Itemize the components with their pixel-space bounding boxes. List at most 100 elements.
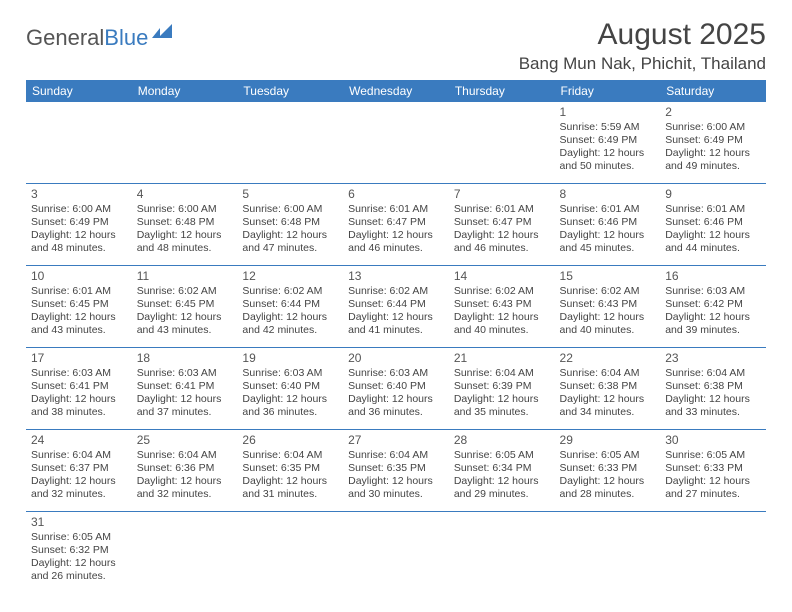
sunrise-text: Sunrise: 6:04 AM — [348, 449, 444, 462]
day-number: 7 — [454, 187, 550, 202]
sunrise-text: Sunrise: 6:00 AM — [137, 203, 233, 216]
sunset-text: Sunset: 6:47 PM — [348, 216, 444, 229]
day-number: 6 — [348, 187, 444, 202]
sunset-text: Sunset: 6:42 PM — [665, 298, 761, 311]
day-header: Friday — [555, 80, 661, 102]
calendar-day: 23Sunrise: 6:04 AMSunset: 6:38 PMDayligh… — [660, 348, 766, 430]
sunset-text: Sunset: 6:45 PM — [31, 298, 127, 311]
calendar-day: 21Sunrise: 6:04 AMSunset: 6:39 PMDayligh… — [449, 348, 555, 430]
brand-logo: GeneralBlue — [26, 24, 178, 52]
sunset-text: Sunset: 6:35 PM — [348, 462, 444, 475]
daylight-text: Daylight: 12 hours and 41 minutes. — [348, 311, 444, 337]
day-number: 20 — [348, 351, 444, 366]
day-number: 30 — [665, 433, 761, 448]
calendar-week: 31Sunrise: 6:05 AMSunset: 6:32 PMDayligh… — [26, 512, 766, 594]
sunrise-text: Sunrise: 6:00 AM — [665, 121, 761, 134]
calendar-empty-day: . — [132, 102, 238, 184]
day-number: 11 — [137, 269, 233, 284]
sunset-text: Sunset: 6:34 PM — [454, 462, 550, 475]
calendar-week: 17Sunrise: 6:03 AMSunset: 6:41 PMDayligh… — [26, 348, 766, 430]
sunset-text: Sunset: 6:44 PM — [348, 298, 444, 311]
calendar-page: GeneralBlue August 2025 Bang Mun Nak, Ph… — [0, 0, 792, 611]
calendar-day: 22Sunrise: 6:04 AMSunset: 6:38 PMDayligh… — [555, 348, 661, 430]
sunrise-text: Sunrise: 6:04 AM — [242, 449, 338, 462]
day-number: 5 — [242, 187, 338, 202]
day-header: Wednesday — [343, 80, 449, 102]
day-number: 23 — [665, 351, 761, 366]
calendar-week: 24Sunrise: 6:04 AMSunset: 6:37 PMDayligh… — [26, 430, 766, 512]
sunrise-text: Sunrise: 6:03 AM — [31, 367, 127, 380]
calendar-day: 29Sunrise: 6:05 AMSunset: 6:33 PMDayligh… — [555, 430, 661, 512]
sunrise-text: Sunrise: 6:04 AM — [560, 367, 656, 380]
daylight-text: Daylight: 12 hours and 48 minutes. — [137, 229, 233, 255]
calendar-day: 12Sunrise: 6:02 AMSunset: 6:44 PMDayligh… — [237, 266, 343, 348]
daylight-text: Daylight: 12 hours and 26 minutes. — [31, 557, 127, 583]
sunset-text: Sunset: 6:48 PM — [242, 216, 338, 229]
day-header: Monday — [132, 80, 238, 102]
day-header: Thursday — [449, 80, 555, 102]
sunrise-text: Sunrise: 6:03 AM — [137, 367, 233, 380]
calendar-day: 13Sunrise: 6:02 AMSunset: 6:44 PMDayligh… — [343, 266, 449, 348]
calendar-day: 7Sunrise: 6:01 AMSunset: 6:47 PMDaylight… — [449, 184, 555, 266]
calendar-day: 15Sunrise: 6:02 AMSunset: 6:43 PMDayligh… — [555, 266, 661, 348]
calendar-day: 14Sunrise: 6:02 AMSunset: 6:43 PMDayligh… — [449, 266, 555, 348]
sunrise-text: Sunrise: 6:02 AM — [348, 285, 444, 298]
sunrise-text: Sunrise: 6:01 AM — [348, 203, 444, 216]
day-number: 26 — [242, 433, 338, 448]
calendar-day: 30Sunrise: 6:05 AMSunset: 6:33 PMDayligh… — [660, 430, 766, 512]
sunset-text: Sunset: 6:46 PM — [560, 216, 656, 229]
header: GeneralBlue August 2025 Bang Mun Nak, Ph… — [26, 18, 766, 80]
sunset-text: Sunset: 6:41 PM — [137, 380, 233, 393]
sunrise-text: Sunrise: 6:05 AM — [665, 449, 761, 462]
day-number: 15 — [560, 269, 656, 284]
sunrise-text: Sunrise: 6:01 AM — [454, 203, 550, 216]
calendar-week: .....1Sunrise: 5:59 AMSunset: 6:49 PMDay… — [26, 102, 766, 184]
day-number: 28 — [454, 433, 550, 448]
daylight-text: Daylight: 12 hours and 30 minutes. — [348, 475, 444, 501]
sunset-text: Sunset: 6:47 PM — [454, 216, 550, 229]
sunset-text: Sunset: 6:46 PM — [665, 216, 761, 229]
daylight-text: Daylight: 12 hours and 40 minutes. — [560, 311, 656, 337]
month-title: August 2025 — [519, 18, 766, 52]
brand-part2: Blue — [104, 25, 148, 51]
calendar-day: 25Sunrise: 6:04 AMSunset: 6:36 PMDayligh… — [132, 430, 238, 512]
calendar-table: SundayMondayTuesdayWednesdayThursdayFrid… — [26, 80, 766, 593]
day-header: Sunday — [26, 80, 132, 102]
sunrise-text: Sunrise: 6:02 AM — [454, 285, 550, 298]
day-number: 8 — [560, 187, 656, 202]
sunrise-text: Sunrise: 6:04 AM — [137, 449, 233, 462]
daylight-text: Daylight: 12 hours and 36 minutes. — [348, 393, 444, 419]
calendar-week: 10Sunrise: 6:01 AMSunset: 6:45 PMDayligh… — [26, 266, 766, 348]
calendar-empty-day: . — [237, 102, 343, 184]
day-number: 31 — [31, 515, 127, 530]
daylight-text: Daylight: 12 hours and 47 minutes. — [242, 229, 338, 255]
sunrise-text: Sunrise: 6:02 AM — [560, 285, 656, 298]
sunset-text: Sunset: 6:49 PM — [560, 134, 656, 147]
sunset-text: Sunset: 6:39 PM — [454, 380, 550, 393]
sunrise-text: Sunrise: 5:59 AM — [560, 121, 656, 134]
daylight-text: Daylight: 12 hours and 34 minutes. — [560, 393, 656, 419]
sunset-text: Sunset: 6:40 PM — [348, 380, 444, 393]
daylight-text: Daylight: 12 hours and 50 minutes. — [560, 147, 656, 173]
sunrise-text: Sunrise: 6:05 AM — [560, 449, 656, 462]
day-number: 19 — [242, 351, 338, 366]
calendar-empty-day: . — [26, 102, 132, 184]
daylight-text: Daylight: 12 hours and 43 minutes. — [137, 311, 233, 337]
calendar-day: 8Sunrise: 6:01 AMSunset: 6:46 PMDaylight… — [555, 184, 661, 266]
sunrise-text: Sunrise: 6:04 AM — [665, 367, 761, 380]
daylight-text: Daylight: 12 hours and 43 minutes. — [31, 311, 127, 337]
sunrise-text: Sunrise: 6:04 AM — [454, 367, 550, 380]
calendar-day: 3Sunrise: 6:00 AMSunset: 6:49 PMDaylight… — [26, 184, 132, 266]
sunrise-text: Sunrise: 6:04 AM — [31, 449, 127, 462]
sunrise-text: Sunrise: 6:00 AM — [242, 203, 338, 216]
sunrise-text: Sunrise: 6:05 AM — [31, 531, 127, 544]
day-header: Tuesday — [237, 80, 343, 102]
day-number: 13 — [348, 269, 444, 284]
daylight-text: Daylight: 12 hours and 27 minutes. — [665, 475, 761, 501]
day-number: 4 — [137, 187, 233, 202]
day-number: 14 — [454, 269, 550, 284]
day-number: 12 — [242, 269, 338, 284]
daylight-text: Daylight: 12 hours and 45 minutes. — [560, 229, 656, 255]
calendar-day: 18Sunrise: 6:03 AMSunset: 6:41 PMDayligh… — [132, 348, 238, 430]
daylight-text: Daylight: 12 hours and 49 minutes. — [665, 147, 761, 173]
